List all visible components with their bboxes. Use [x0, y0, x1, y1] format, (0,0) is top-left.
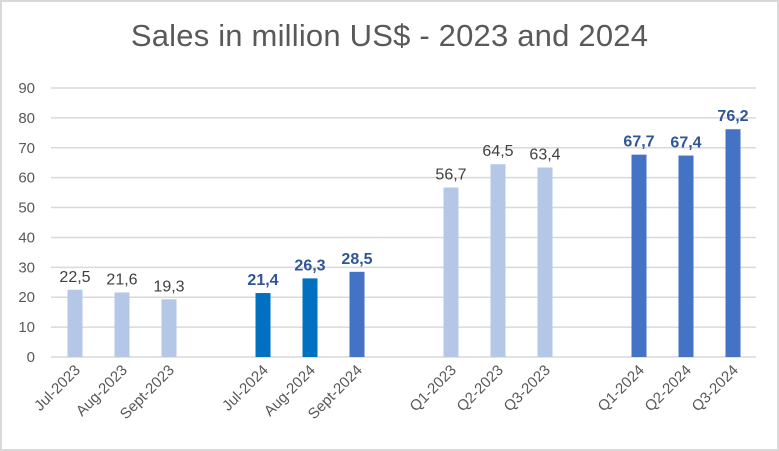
data-label: 26,3: [294, 257, 325, 274]
x-tick-label: Q2-2023: [454, 362, 507, 415]
y-tick-label: 60: [18, 170, 35, 187]
data-label: 76,2: [717, 108, 748, 125]
y-tick-label: 40: [18, 229, 35, 246]
bar-sept-2024: [349, 271, 365, 357]
bar-q3-2024: [725, 129, 741, 357]
y-tick-label: 90: [18, 80, 35, 97]
data-label: 67,7: [623, 134, 654, 151]
bar-sept-2023: [161, 299, 177, 357]
gridlines: [51, 87, 756, 358]
bar-q1-2024: [631, 154, 647, 357]
data-label: 21,6: [106, 271, 137, 288]
data-label: 64,5: [482, 143, 513, 160]
y-tick-label: 30: [18, 259, 35, 276]
x-tick-label: Q3-2024: [689, 362, 742, 415]
bar-q2-2023: [490, 164, 506, 357]
bars: [67, 129, 741, 357]
bar-jul-2023: [67, 289, 83, 357]
x-tick-label: Q1-2024: [595, 362, 648, 415]
bar-q3-2023: [537, 167, 553, 357]
data-label: 67,4: [670, 135, 701, 152]
x-tick-label: Q3-2023: [501, 362, 554, 415]
x-tick-label: Q2-2024: [642, 362, 695, 415]
y-tick-label: 70: [18, 140, 35, 157]
data-label: 28,5: [341, 251, 372, 268]
data-labels: 22,5 21,6 19,3 21,4 26,3 28,5 56,7 64,5 63,4 67,7…: [59, 108, 748, 295]
y-tick-label: 0: [27, 349, 35, 366]
y-tick-label: 20: [18, 289, 35, 306]
data-label: 63,4: [529, 147, 560, 164]
bar-aug-2023: [114, 292, 130, 357]
data-label: 56,7: [435, 167, 466, 184]
data-label: 21,4: [247, 272, 278, 289]
data-label: 19,3: [153, 278, 184, 295]
y-tick-label: 80: [18, 110, 35, 127]
y-tick-label: 10: [18, 319, 35, 336]
y-tick-label: 50: [18, 200, 35, 217]
bar-jul-2024: [255, 293, 271, 357]
data-label: 22,5: [59, 269, 90, 286]
bar-q1-2023: [443, 187, 459, 357]
bar-aug-2024: [302, 278, 318, 357]
y-axis-ticks: 0 10 20 30 40 50 60 70 80 90: [18, 80, 35, 366]
chart-title: Sales in million US$ - 2023 and 2024: [130, 18, 649, 53]
x-tick-label: Q1-2023: [407, 362, 460, 415]
bar-q2-2024: [678, 155, 694, 357]
